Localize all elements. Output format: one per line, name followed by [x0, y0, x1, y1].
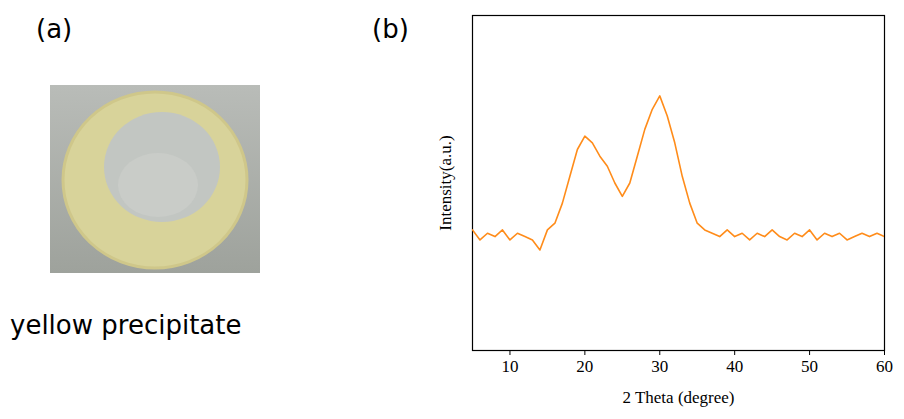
- svg-text:10: 10: [501, 357, 518, 376]
- svg-text:30: 30: [651, 357, 668, 376]
- svg-text:20: 20: [576, 357, 593, 376]
- svg-text:60: 60: [876, 357, 893, 376]
- html-text:yellow precipitate: yellow precipitate: [10, 310, 242, 340]
- html-text:Intensity(a.u.): Intensity(a.u.): [436, 134, 455, 231]
- svg-text:2 Theta (degree): 2 Theta (degree): [622, 388, 734, 407]
- svg-text:50: 50: [801, 357, 818, 376]
- html-text:(b): (b): [372, 14, 409, 44]
- svg-text:40: 40: [726, 357, 743, 376]
- html-text:(a): (a): [36, 14, 73, 44]
